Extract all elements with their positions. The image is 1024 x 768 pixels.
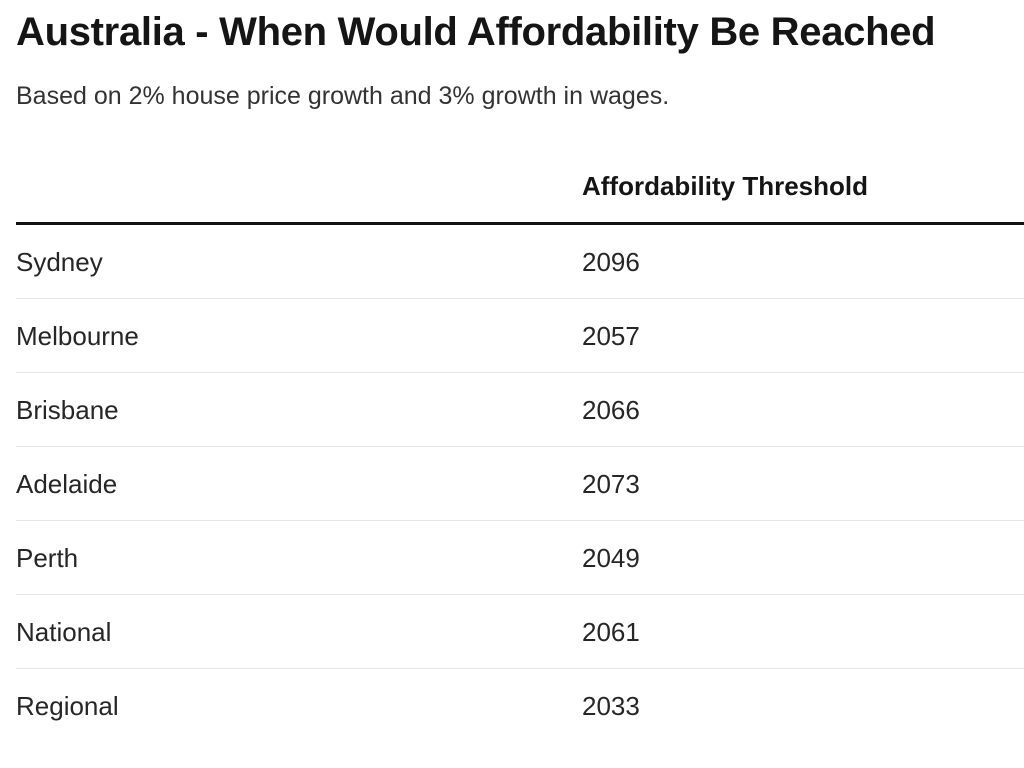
table-header: Affordability Threshold	[16, 150, 1024, 225]
city-cell: National	[16, 617, 112, 647]
table-row: Sydney 2096	[16, 225, 1024, 299]
city-cell: Regional	[16, 691, 119, 721]
city-cell: Brisbane	[16, 395, 119, 425]
table-body: Sydney 2096 Melbourne 2057 Brisbane 2066 Adela…	[16, 225, 1024, 742]
chart-title: Australia - When Would Affordability Be …	[16, 10, 936, 54]
table-row: National 2061	[16, 595, 1024, 669]
city-cell: Adelaide	[16, 469, 118, 499]
city-cell: Sydney	[16, 247, 103, 277]
table-row: Brisbane 2066	[16, 373, 1024, 447]
city-cell: Melbourne	[16, 321, 139, 351]
chart-subtitle: Based on 2% house price growth and 3% gr…	[16, 82, 670, 110]
table-row: Regional 2033	[16, 669, 1024, 742]
table-row: Melbourne 2057	[16, 299, 1024, 373]
table-row: Adelaide 2073	[16, 447, 1024, 521]
city-cell: Perth	[16, 543, 79, 573]
affordability-table: Affordability Threshold Sydney 2096 Melbou…	[16, 150, 1024, 742]
table-row: Perth 2049	[16, 521, 1024, 595]
threshold-year-cell: 2057	[582, 321, 640, 351]
threshold-year-cell: 2096	[582, 247, 640, 277]
threshold-year-cell: 2049	[582, 543, 640, 573]
column-header-affordability-threshold: Affordability Threshold	[582, 171, 868, 201]
threshold-year-cell: 2061	[582, 617, 640, 647]
threshold-year-cell: 2066	[582, 395, 640, 425]
threshold-year-cell: 2073	[582, 469, 640, 499]
threshold-year-cell: 2033	[582, 691, 640, 721]
